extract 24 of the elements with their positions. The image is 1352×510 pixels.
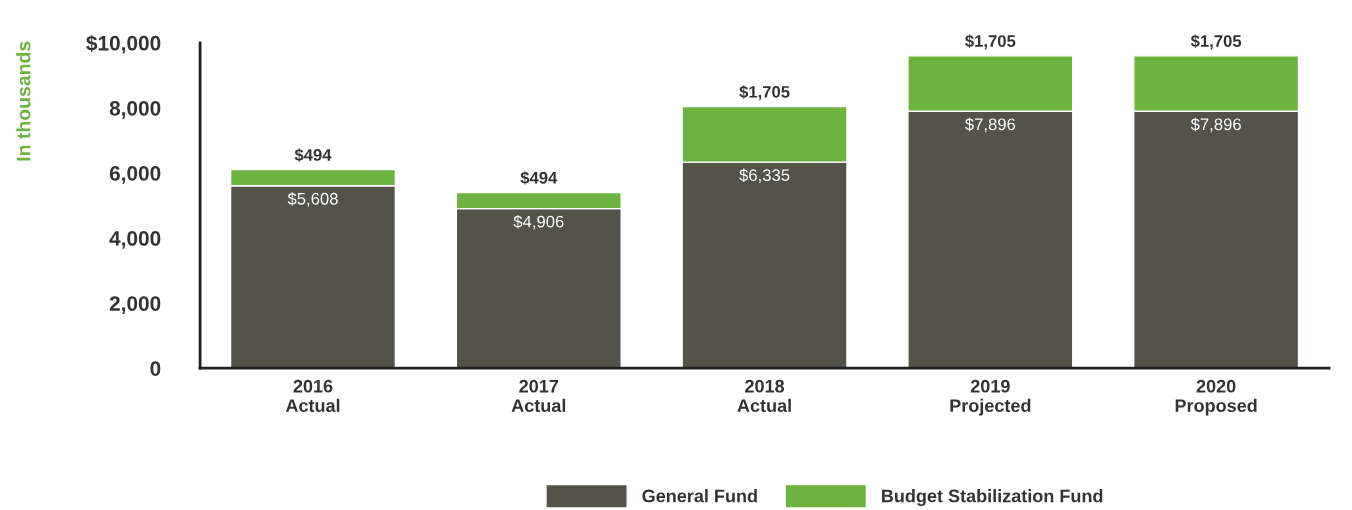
data-label: $7,896 — [965, 117, 1016, 133]
data-label: $7,896 — [1190, 117, 1241, 133]
y-tick-label: $10,000 — [86, 34, 161, 54]
data-label: $5,608 — [287, 192, 338, 207]
legend-label: General Fund — [642, 489, 757, 503]
y-tick-label: 2,000 — [109, 296, 161, 314]
data-label: $6,335 — [739, 168, 790, 183]
data-label: $1,705 — [965, 34, 1016, 50]
data-label: $494 — [520, 171, 558, 185]
legend-label: Budget Stabilization Fund — [882, 489, 1103, 507]
x-tick-label: 2017 Actual — [511, 379, 566, 413]
y-tick-label: 0 — [150, 361, 161, 376]
data-label: $494 — [294, 148, 332, 162]
x-tick-label: 2020 Proposed — [1175, 379, 1257, 416]
y-tick-label: 6,000 — [109, 165, 161, 184]
data-label: $1,705 — [1190, 34, 1242, 50]
y-tick-label: 8,000 — [109, 100, 161, 119]
x-tick-label: 2019 Projected — [950, 379, 1031, 416]
y-tick-label: 4,000 — [109, 231, 161, 249]
x-tick-label: 2016 Actual — [285, 379, 340, 413]
y-axis-title: In thousands — [16, 41, 31, 161]
data-label: $1,705 — [739, 85, 790, 101]
x-tick-label: 2018 Actual — [737, 379, 791, 413]
data-label: $4,906 — [513, 215, 564, 230]
